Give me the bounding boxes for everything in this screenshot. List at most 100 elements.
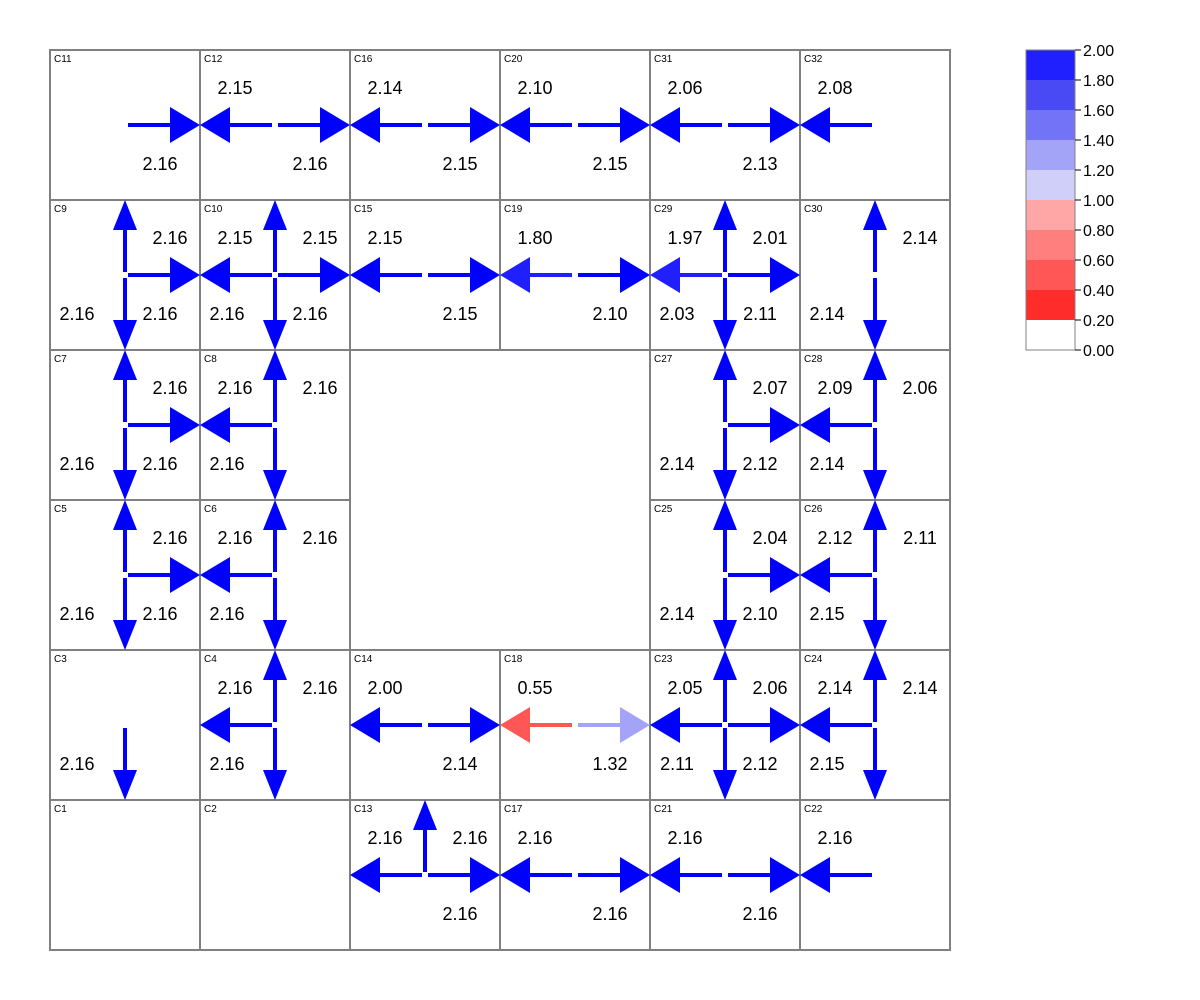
arrow-right (578, 257, 650, 293)
arrow-head (350, 107, 380, 143)
cell-label: C1 (54, 804, 67, 815)
arrow-value-label: 2.16 (59, 454, 94, 474)
colorbar-tick-label: 0.20 (1083, 313, 1114, 330)
arrow-down (113, 278, 137, 350)
arrow-value-label: 2.09 (817, 378, 852, 398)
arrow-head (863, 320, 887, 350)
arrow-head (770, 107, 800, 143)
arrow-head (350, 857, 380, 893)
cell-label: C9 (54, 204, 67, 215)
arrow-head (113, 770, 137, 800)
arrow-down (113, 728, 137, 800)
arrow-layer (113, 107, 887, 893)
arrow-head (650, 857, 680, 893)
arrow-head (500, 107, 530, 143)
arrow-value-label: 2.16 (209, 454, 244, 474)
colorbar-tick-label: 1.60 (1083, 103, 1114, 120)
arrow-up (863, 350, 887, 422)
arrow-value-label: 2.16 (152, 228, 187, 248)
colorbar-tick-label: 1.80 (1083, 73, 1114, 90)
arrow-up (863, 500, 887, 572)
arrow-head (200, 707, 230, 743)
arrow-right (128, 107, 200, 143)
arrow-down (713, 578, 737, 650)
arrow-value-label: 2.14 (902, 228, 937, 248)
arrow-left (650, 107, 722, 143)
colorbar-band (1026, 140, 1075, 170)
arrow-value-label: 2.06 (752, 678, 787, 698)
arrow-value-label: 2.16 (302, 528, 337, 548)
arrow-value-label: 2.16 (142, 304, 177, 324)
arrow-head (650, 707, 680, 743)
arrow-value-label: 2.11 (903, 528, 937, 548)
cell-label: C24 (804, 654, 823, 665)
arrow-head (350, 257, 380, 293)
cell-label: C8 (204, 354, 217, 365)
arrow-head (500, 707, 530, 743)
arrow-head (863, 770, 887, 800)
colorbar-tick-label: 2.00 (1083, 43, 1114, 60)
cell-grid: C11 C12 C16 C20 C31 C32 C9 C10 C15 C19 C29 C30 C7 C8 C… (49, 49, 951, 951)
arrow-head (863, 200, 887, 230)
arrow-head (200, 407, 230, 443)
cell-label: C7 (54, 354, 67, 365)
arrow-value-label: 2.01 (752, 228, 787, 248)
arrow-left (200, 107, 272, 143)
arrow-head (170, 407, 200, 443)
arrow-down (863, 728, 887, 800)
arrow-value-label: 2.15 (592, 154, 627, 174)
arrow-head (500, 857, 530, 893)
arrow-left (800, 557, 872, 593)
arrow-head (650, 107, 680, 143)
arrow-down (863, 278, 887, 350)
arrow-head (263, 500, 287, 530)
arrow-left (800, 707, 872, 743)
cell-label: C6 (204, 504, 217, 515)
cell-label: C2 (204, 804, 217, 815)
arrow-head (470, 707, 500, 743)
cell-c2: C2 (199, 799, 351, 951)
cell-label: C21 (654, 804, 673, 815)
cell-label: C25 (654, 504, 673, 515)
colorbar-band (1026, 50, 1075, 80)
cell-label: C20 (504, 54, 523, 65)
arrow-left (350, 257, 422, 293)
arrow-value-label: 2.11 (660, 754, 694, 774)
arrow-right (578, 107, 650, 143)
arrow-value-label: 2.10 (742, 604, 777, 624)
arrow-head (263, 320, 287, 350)
cell-label: C4 (204, 654, 217, 665)
colorbar-tick-label: 0.40 (1083, 283, 1114, 300)
arrow-head (320, 257, 350, 293)
arrow-value-label: 2.14 (367, 78, 402, 98)
arrow-value-label: 2.03 (659, 304, 694, 324)
arrow-down (113, 428, 137, 500)
cell-label: C14 (354, 654, 373, 665)
arrow-head (620, 707, 650, 743)
arrow-value-label: 2.16 (817, 828, 852, 848)
arrow-value-label: 2.16 (152, 528, 187, 548)
arrow-value-label: 2.15 (367, 228, 402, 248)
cell-label: C23 (654, 654, 673, 665)
arrow-head (770, 557, 800, 593)
arrow-value-label: 2.13 (742, 154, 777, 174)
arrow-head (620, 107, 650, 143)
cell-border (199, 799, 351, 951)
arrow-up (713, 650, 737, 722)
cell-label: C22 (804, 804, 823, 815)
arrow-value-label: 2.10 (517, 78, 552, 98)
arrow-value-label: 2.16 (142, 154, 177, 174)
arrow-head (170, 107, 200, 143)
arrow-value-label: 2.16 (292, 304, 327, 324)
colorbar-band (1026, 320, 1075, 350)
arrow-down (113, 578, 137, 650)
arrow-value-label: 2.06 (902, 378, 937, 398)
cell-label: C12 (204, 54, 223, 65)
arrow-down (863, 428, 887, 500)
arrow-head (263, 650, 287, 680)
arrow-left (650, 257, 722, 293)
arrow-left (350, 857, 422, 893)
arrow-head (470, 257, 500, 293)
arrow-value-label: 2.04 (752, 528, 787, 548)
arrow-value-label: 2.16 (59, 304, 94, 324)
